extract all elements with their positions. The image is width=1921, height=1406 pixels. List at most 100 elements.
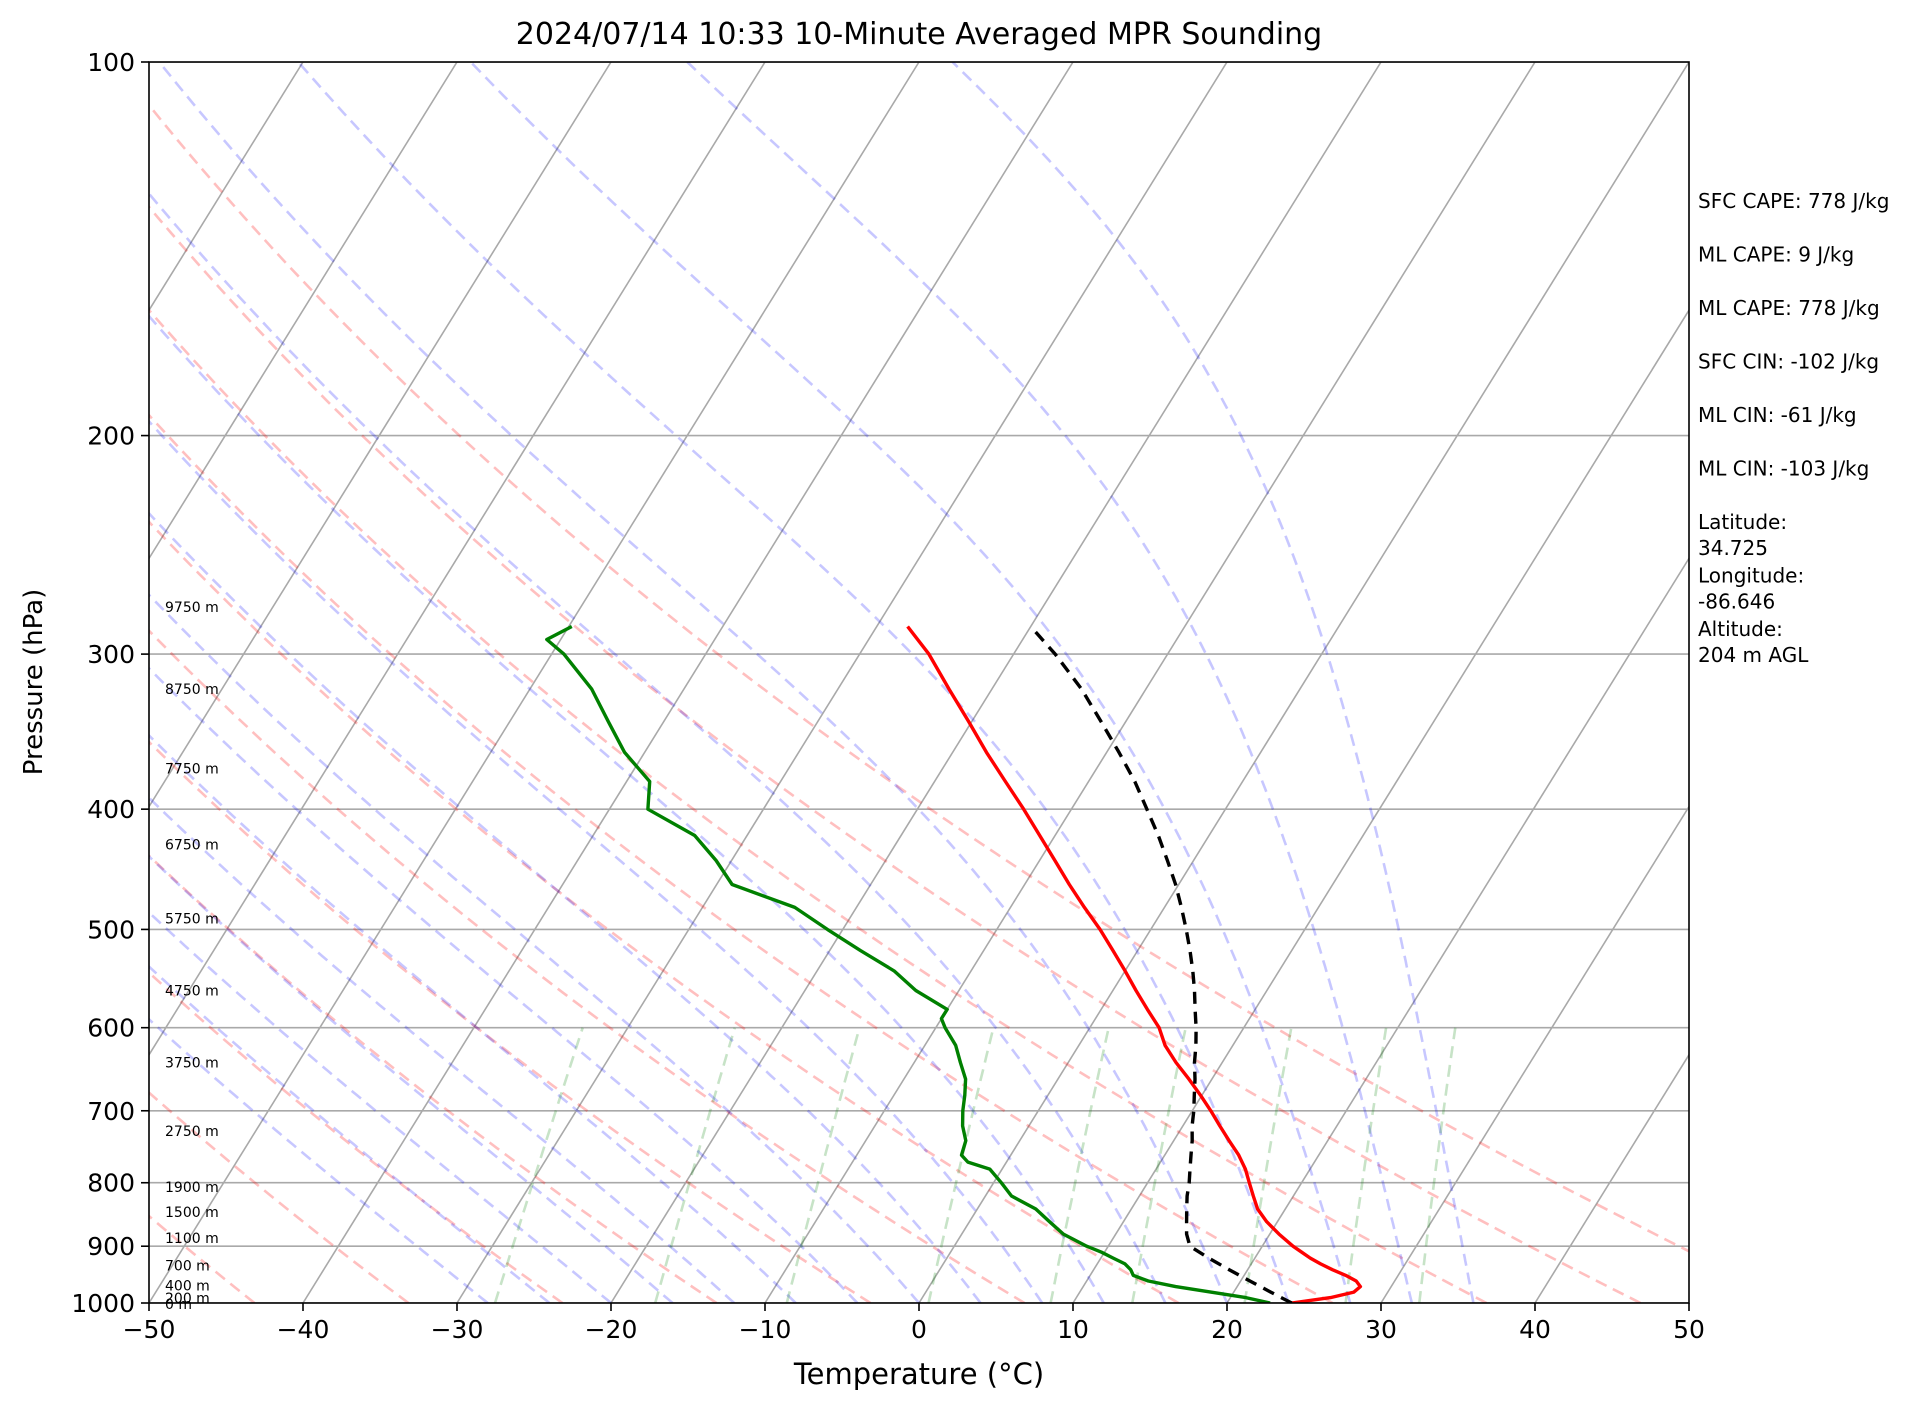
moist-adiabat xyxy=(297,62,1290,1303)
info-text: -86.646 xyxy=(1698,590,1775,614)
x-tick-label: −50 xyxy=(123,1315,176,1344)
height-label: 1500 m xyxy=(165,1205,219,1221)
x-tick-label: −10 xyxy=(739,1315,792,1344)
dry-adiabat xyxy=(0,62,101,1303)
y-tick-label: 200 xyxy=(87,422,135,451)
x-tick-label: −30 xyxy=(431,1315,484,1344)
y-tick-label: 100 xyxy=(87,48,135,77)
info-text: Altitude: xyxy=(1698,617,1783,641)
mixing-ratio-line xyxy=(785,1027,861,1303)
moist-adiabat xyxy=(149,854,674,1303)
x-tick-label: 30 xyxy=(1365,1315,1397,1344)
height-label: 4750 m xyxy=(165,984,219,1000)
height-label: 1100 m xyxy=(165,1231,219,1247)
x-tick-label: 0 xyxy=(911,1315,927,1344)
x-tick-label: −40 xyxy=(277,1315,330,1344)
info-text: ML CAPE: 9 J/kg xyxy=(1698,243,1854,267)
isotherm-line xyxy=(302,62,1074,1303)
series-dewpoint-line xyxy=(545,624,1271,1303)
mixing-ratio-line xyxy=(927,1027,995,1303)
x-tick-label: 20 xyxy=(1211,1315,1243,1344)
dry-adiabat xyxy=(149,628,1026,1303)
moist-adiabat xyxy=(149,511,982,1303)
isotherm-line xyxy=(149,62,304,312)
x-tick-label: 50 xyxy=(1673,1315,1705,1344)
series-parcel-line xyxy=(1029,625,1293,1303)
isotherm-line xyxy=(149,62,920,1303)
info-panel: SFC CAPE: 778 J/kg ML CAPE: 9 J/kg ML CAPE… xyxy=(1698,189,1889,667)
x-tick-label: −20 xyxy=(585,1315,638,1344)
isotherm-line xyxy=(149,62,458,560)
mixing-ratio-line xyxy=(1131,1027,1187,1303)
y-axis-label: Pressure (hPa) xyxy=(19,589,49,776)
dry-adiabat xyxy=(149,740,872,1303)
y-tick-label: 800 xyxy=(87,1169,135,1198)
y-tick-label: 500 xyxy=(87,915,135,944)
moist-adiabat xyxy=(149,419,1044,1303)
mixing-ratio-line xyxy=(1418,1027,1457,1303)
isotherm-line xyxy=(764,62,1536,1303)
height-label: 1900 m xyxy=(165,1180,219,1196)
height-label: 7750 m xyxy=(165,762,219,778)
isotherm-line xyxy=(918,62,1689,1303)
mixing-ratio-line xyxy=(1049,1027,1110,1303)
isotherm-line xyxy=(149,62,766,1057)
isotherm-line xyxy=(456,62,1228,1303)
series-temperature-line xyxy=(906,625,1363,1303)
dry-adiabat xyxy=(149,413,1334,1303)
info-text: 34.725 xyxy=(1698,536,1768,560)
y-axis: 1000 900 800 700 600 500 400 300 200 100 xyxy=(71,48,149,1318)
height-label: 3750 m xyxy=(165,1055,219,1071)
info-text: Latitude: xyxy=(1698,510,1787,534)
height-label: 200 m xyxy=(165,1291,210,1307)
moist-adiabat xyxy=(149,1017,489,1303)
y-tick-label: 600 xyxy=(87,1014,135,1043)
moist-adiabat xyxy=(951,62,1475,1303)
isotherm-line xyxy=(1534,1053,1689,1303)
isotherm-line xyxy=(1380,805,1689,1303)
isotherm-line xyxy=(149,62,612,809)
moist-adiabat xyxy=(149,666,859,1303)
moist-adiabat xyxy=(149,964,551,1303)
dry-adiabat xyxy=(149,970,564,1303)
moist-adiabat xyxy=(149,796,736,1303)
moist-adiabat xyxy=(469,62,1352,1303)
isotherm-line xyxy=(610,62,1382,1303)
x-tick-label: 10 xyxy=(1057,1315,1089,1344)
height-label: 2750 m xyxy=(165,1124,219,1140)
background-lines xyxy=(0,62,1689,1303)
info-text: Longitude: xyxy=(1698,564,1804,588)
x-axis: −50 −40 −30 −20 −10 0 10 20 30 40 50 xyxy=(123,1303,1705,1344)
dry-adiabat xyxy=(149,308,1488,1303)
series-layer xyxy=(545,624,1363,1303)
x-axis-label: Temperature (°C) xyxy=(793,1357,1044,1391)
height-label: 6750 m xyxy=(165,837,219,853)
mixing-ratio-line xyxy=(653,1027,737,1303)
y-tick-label: 400 xyxy=(87,795,135,824)
height-label: 700 m xyxy=(165,1259,210,1275)
info-text: ML CIN: -103 J/kg xyxy=(1698,457,1869,481)
info-text: 204 m AGL xyxy=(1698,643,1809,667)
dry-adiabat xyxy=(149,204,1642,1303)
mixing-ratio-line xyxy=(493,1027,584,1303)
moist-adiabat xyxy=(149,733,797,1303)
height-label: 400 m xyxy=(165,1278,210,1294)
mixing-ratio-line xyxy=(1344,1027,1388,1303)
dry-adiabat xyxy=(149,1090,410,1303)
moist-adiabat xyxy=(149,910,612,1303)
info-text: ML CIN: -61 J/kg xyxy=(1698,403,1857,427)
height-label: 5750 m xyxy=(165,912,219,928)
height-label: 0 m xyxy=(165,1297,192,1313)
moist-adiabat xyxy=(158,62,1229,1303)
mixing-ratio-line xyxy=(1243,1027,1293,1303)
dry-adiabat xyxy=(149,519,1180,1303)
y-tick-label: 700 xyxy=(87,1097,135,1126)
info-text: SFC CIN: -102 J/kg xyxy=(1698,350,1879,374)
y-tick-label: 1000 xyxy=(71,1289,135,1318)
dry-adiabat xyxy=(149,103,1689,1253)
height-label: 8750 m xyxy=(165,682,219,698)
moist-adiabat xyxy=(149,191,1167,1303)
moist-adiabat xyxy=(686,62,1414,1303)
